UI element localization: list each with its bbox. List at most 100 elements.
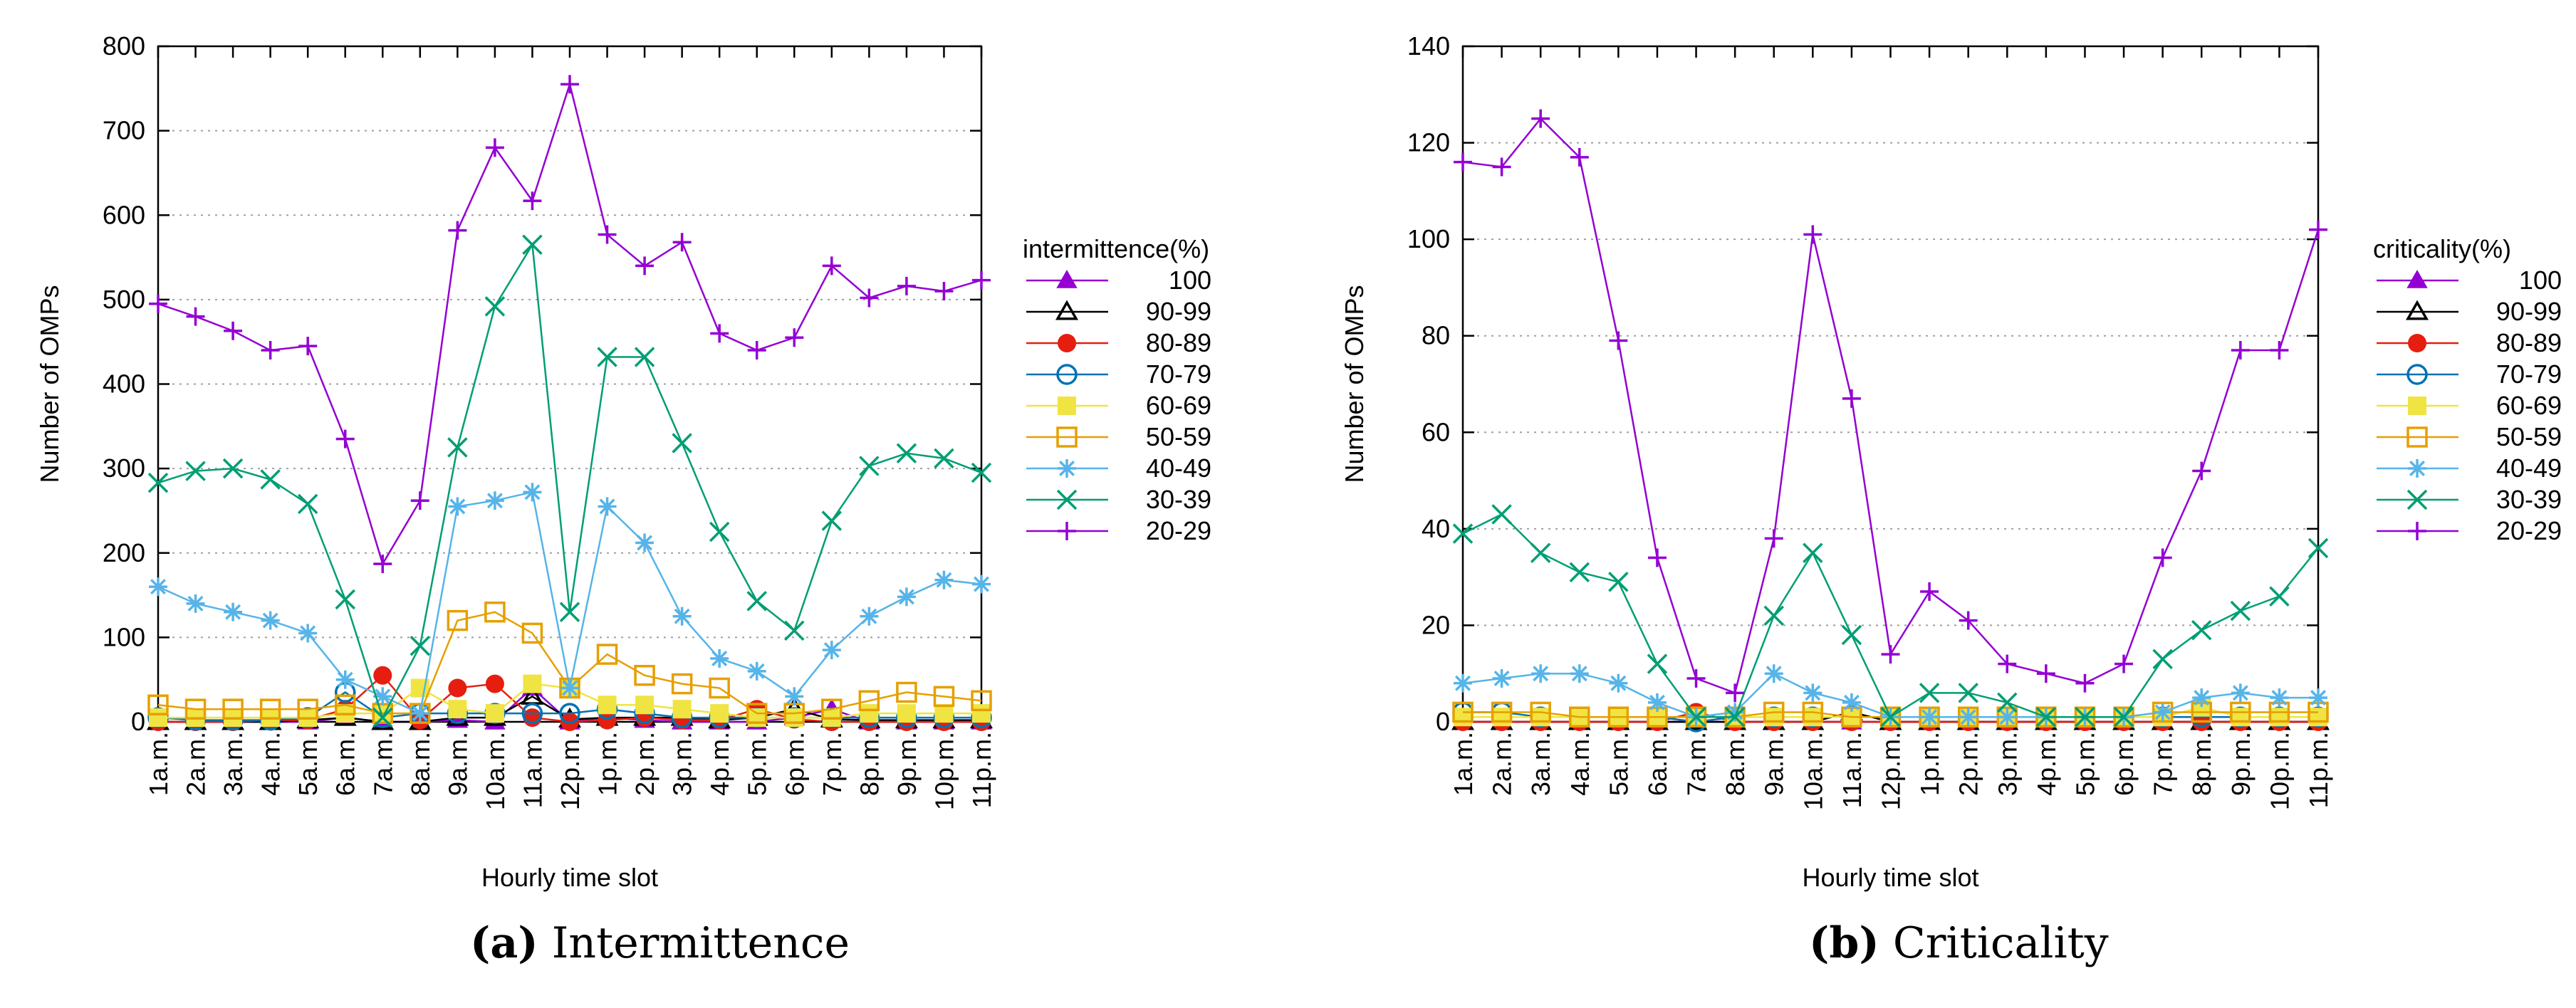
data-point-50-59-5a-m (1607, 706, 1629, 728)
data-point-30-39-7a-m (372, 707, 393, 728)
x-tick-label-3a-m: 3a.m. (219, 732, 248, 796)
data-point-60-69-1a-m (1454, 708, 1472, 727)
y-tick-label: 60 (1422, 417, 1450, 446)
data-point-50-59-9a-m (447, 609, 469, 631)
x-tick-label-6a-m: 6a.m. (331, 732, 360, 796)
data-point-60-69-2p-m (635, 695, 655, 715)
x-tick-label-1a-m: 1a.m. (1449, 732, 1478, 796)
data-point-30-39-2a-m (185, 461, 206, 481)
data-point-70-79-12p-m (559, 703, 580, 724)
data-point-40-49-7p-m (2153, 703, 2172, 722)
data-point-50-59-2a-m (184, 698, 207, 720)
data-point-30-39-7p-m (821, 510, 843, 531)
x-tick-label-10p-m: 10p.m. (2265, 732, 2294, 810)
data-point-60-69-10a-m (1803, 708, 1823, 727)
data-point-30-39-6p-m (2113, 706, 2134, 728)
caption-b-text: Criticality (1892, 918, 2109, 968)
data-point-40-49-11a-m (523, 483, 542, 502)
legend-marker-20-29 (1058, 522, 1076, 540)
y-tick-label: 100 (1407, 224, 1450, 253)
legend-label-40-49: 40-49 (1146, 453, 1211, 483)
plot-frame (1461, 45, 2320, 723)
legend-entry-20-29: 20-29 (1026, 516, 1211, 545)
data-point-60-69-9a-m (1764, 708, 1783, 727)
data-point-50-59-4a-m (259, 698, 281, 720)
legend-marker-50-59 (1056, 426, 1078, 448)
data-point-20-29-6p-m (785, 328, 804, 347)
data-point-60-69-11p-m (2309, 708, 2327, 727)
data-point-30-39-3a-m (222, 458, 244, 479)
data-point-20-29-11a-m (523, 191, 542, 211)
data-point-20-29-1a-m (1454, 152, 1472, 172)
x-tick-label-3a-m: 3a.m. (1526, 732, 1555, 796)
data-point-20-29-11a-m (1842, 389, 1861, 408)
data-point-40-49-4a-m (261, 611, 280, 630)
legend-entry-60-69: 60-69 (2377, 391, 2562, 420)
legend-marker-40-49 (1058, 459, 1076, 478)
data-point-30-39-12p-m (559, 602, 580, 623)
data-point-40-49-9p-m (897, 587, 916, 607)
y-tick-label: 40 (1422, 514, 1450, 543)
data-point-20-29-10p-m (934, 282, 954, 301)
data-point-40-49-7a-m (373, 687, 392, 706)
y-tick-label: 100 (103, 622, 145, 651)
legend: criticality(%) 10090-9980-8970-7960-6950-… (2373, 234, 2562, 545)
legend-marker-80-89 (1058, 334, 1076, 352)
data-point-20-29-3p-m (672, 233, 692, 252)
x-tick-label-10a-m: 10a.m. (1798, 732, 1827, 810)
y-tick-label: 140 (1407, 31, 1450, 61)
data-point-20-29-11p-m (972, 271, 991, 290)
x-tick-label-11a-m: 11a.m. (1837, 732, 1867, 808)
data-point-30-39-8a-m (1724, 706, 1746, 728)
data-point-20-29-4a-m (261, 341, 280, 360)
legend-title: intermittence(%) (1023, 234, 1209, 263)
x-tick-label-9p-m: 9p.m. (892, 732, 922, 796)
data-point-30-39-4p-m (2035, 706, 2057, 728)
data-point-30-39-4p-m (709, 521, 730, 542)
data-point-20-29-5p-m (747, 341, 766, 360)
x-tick-label-11p-m: 11p.m. (2304, 732, 2333, 808)
y-tick-label: 80 (1422, 321, 1450, 350)
data-point-40-49-10a-m (485, 491, 504, 510)
data-point-30-39-1p-m (1919, 683, 1940, 703)
x-tick-label-8p-m: 8p.m. (2187, 732, 2216, 796)
caption-b: (b) Criticality (1809, 918, 2109, 968)
caption-a-letter: (a) (470, 918, 538, 968)
series-20-29 (149, 75, 991, 574)
legend-entry-30-39: 30-39 (2377, 485, 2562, 514)
data-point-50-59-11p-m (971, 690, 992, 712)
data-point-60-69-10a-m (485, 704, 504, 723)
data-point-20-29-8a-m (410, 491, 429, 510)
data-point-50-59-3p-m (671, 673, 693, 695)
data-point-40-49-3p-m (672, 607, 692, 626)
data-point-30-39-8a-m (410, 635, 431, 656)
legend-entry-20-29: 20-29 (2377, 516, 2562, 545)
data-point-40-49-11p-m (972, 574, 991, 594)
legend-entry-50-59: 50-59 (1026, 422, 1211, 451)
data-point-30-39-11a-m (1841, 624, 1862, 646)
y-tick-label: 0 (131, 707, 145, 736)
y-tick-label: 600 (103, 200, 145, 229)
legend-label-30-39: 30-39 (1146, 485, 1211, 514)
data-point-20-29-3a-m (1531, 109, 1550, 128)
data-point-80-89-1p-m (598, 710, 617, 730)
data-point-40-49-3p-m (1998, 708, 2017, 727)
data-point-30-39-9a-m (1763, 605, 1784, 626)
data-point-50-59-9a-m (1763, 701, 1785, 723)
data-point-40-49-1a-m (1454, 673, 1472, 693)
data-point-60-69-6p-m (785, 708, 804, 728)
data-point-50-59-6a-m (334, 694, 356, 716)
data-point-30-39-1a-m (1452, 523, 1474, 544)
data-point-20-29-8p-m (860, 288, 879, 308)
x-tick-label-5a-m: 5a.m. (1604, 732, 1633, 796)
data-point-50-59-10p-m (933, 686, 955, 708)
legend-label-20-29: 20-29 (1146, 516, 1211, 545)
legend-marker-30-39 (1056, 489, 1078, 510)
x-tick-label-8p-m: 8p.m. (855, 732, 884, 796)
data-point-80-89-7a-m (373, 666, 392, 685)
data-point-50-59-9p-m (2230, 701, 2251, 723)
data-point-30-39-11a-m (522, 234, 543, 256)
data-point-20-29-8a-m (1726, 683, 1745, 703)
data-point-30-39-5a-m (1608, 572, 1629, 592)
data-point-40-49-8p-m (2192, 688, 2211, 708)
